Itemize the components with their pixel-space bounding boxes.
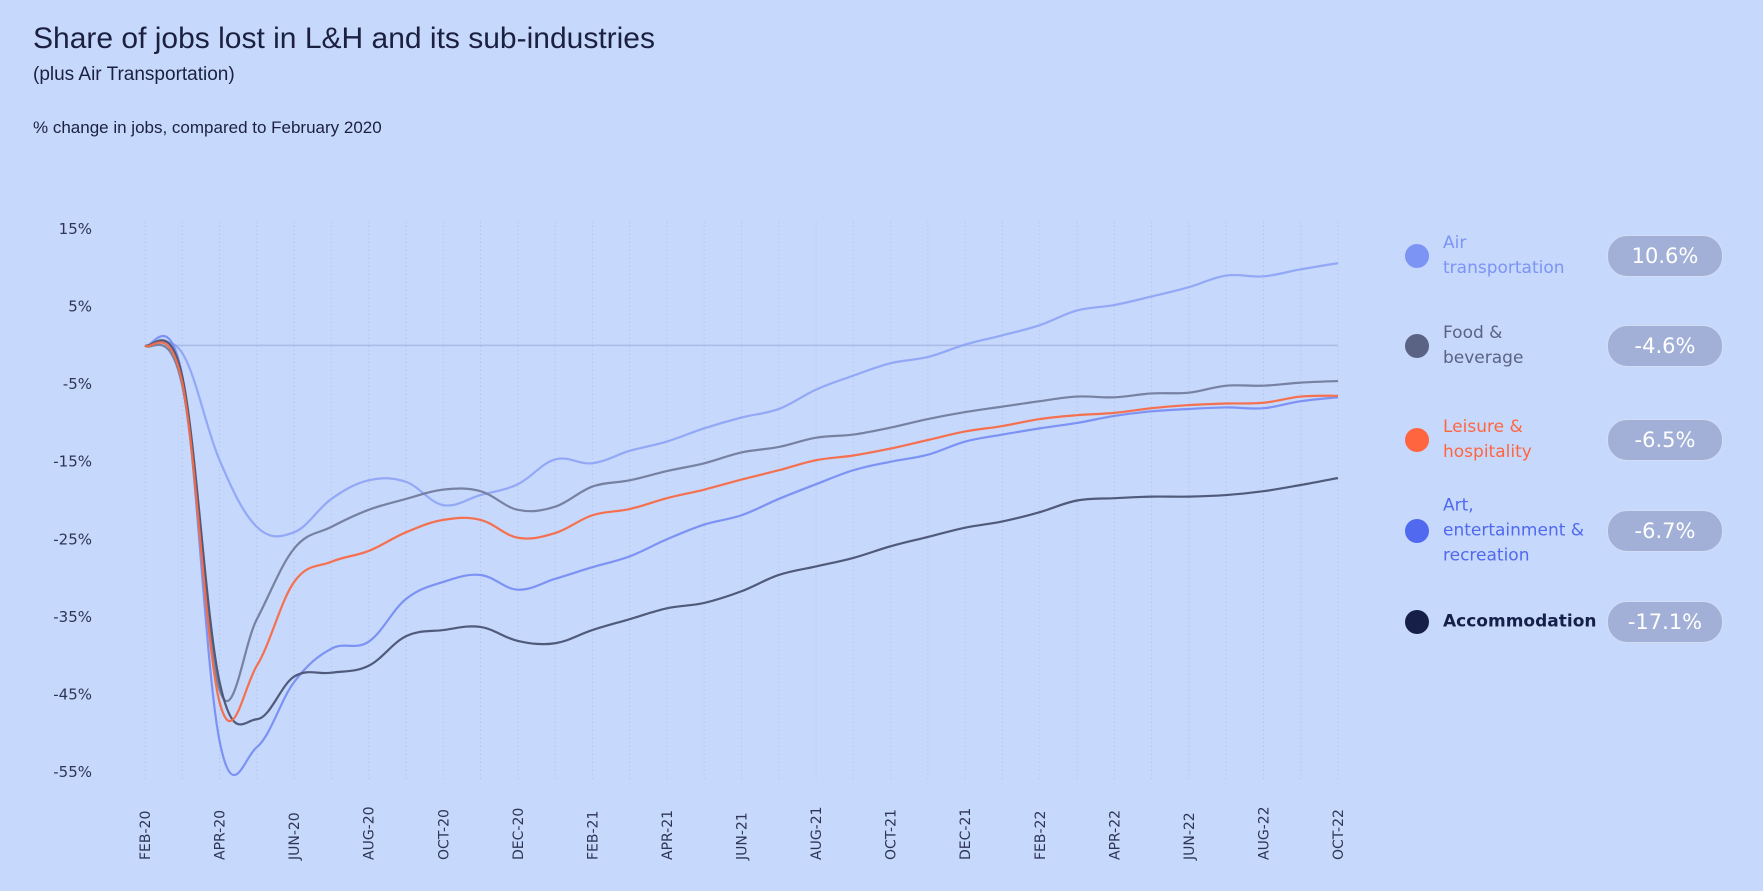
- x-tick-label: JUN-21: [735, 812, 751, 861]
- x-tick-label: AUG-21: [809, 806, 825, 860]
- chart-title: Share of jobs lost in L&H and its sub-in…: [33, 22, 655, 55]
- series-line-art: [144, 335, 1339, 777]
- legend-item: Accommodation -17.1%: [1400, 592, 1740, 652]
- x-tick-label: AUG-22: [1256, 806, 1272, 860]
- y-tick-label: 15%: [59, 220, 92, 238]
- y-tick-label: -25%: [53, 530, 92, 548]
- x-tick-label: OCT-20: [436, 809, 452, 860]
- legend-label: Art, entertainment & recreation: [1443, 495, 1585, 566]
- legend-dot-icon: [1405, 519, 1429, 543]
- y-tick-label: -15%: [53, 453, 92, 471]
- y-tick-label: 5%: [68, 298, 92, 316]
- chart-subtitle: (plus Air Transportation): [33, 64, 235, 85]
- x-tick-label: FEB-20: [138, 811, 154, 860]
- y-tick-label: -55%: [53, 763, 92, 781]
- legend-value-badge: -17.1%: [1607, 601, 1723, 643]
- legend-item: Leisure & hospitality -6.5%: [1400, 410, 1740, 470]
- y-tick-label: -45%: [53, 685, 92, 703]
- x-tick-label: APR-21: [660, 810, 676, 860]
- series-line-air: [144, 262, 1339, 538]
- legend-value-badge: -6.7%: [1607, 510, 1723, 552]
- y-tick-label: -5%: [63, 375, 92, 393]
- legend-label: Leisure & hospitality: [1443, 417, 1532, 462]
- x-tick-label: DEC-21: [958, 808, 974, 860]
- x-tick-label: AUG-20: [362, 806, 378, 860]
- legend-dot-icon: [1405, 334, 1429, 358]
- legend-value-badge: -4.6%: [1607, 325, 1723, 367]
- legend-item: Art, entertainment & recreation -6.7%: [1400, 496, 1740, 566]
- legend-dot-icon: [1405, 244, 1429, 268]
- legend-value-badge: 10.6%: [1607, 235, 1723, 277]
- legend-dot-icon: [1405, 428, 1429, 452]
- x-tick-label: OCT-21: [884, 809, 900, 860]
- legend-label: Food & beverage: [1443, 323, 1524, 368]
- legend-item: Food & beverage -4.6%: [1400, 316, 1740, 376]
- x-tick-label: APR-20: [213, 810, 229, 860]
- legend-value-badge: -6.5%: [1607, 419, 1723, 461]
- x-tick-label: APR-22: [1107, 810, 1123, 860]
- chart-y-description: % change in jobs, compared to February 2…: [33, 118, 382, 137]
- x-tick-label: FEB-22: [1033, 811, 1049, 860]
- x-tick-label: FEB-21: [585, 811, 601, 860]
- series-line-food: [144, 343, 1339, 702]
- x-tick-label: OCT-22: [1331, 809, 1347, 860]
- legend-label: Air transportation: [1443, 233, 1565, 278]
- legend-dot-icon: [1405, 610, 1429, 634]
- legend-label: Accommodation: [1443, 611, 1597, 632]
- x-tick-label: JUN-20: [287, 812, 303, 861]
- series-line-leisure: [144, 341, 1339, 722]
- x-tick-label: DEC-20: [511, 808, 527, 860]
- x-tick-label: JUN-22: [1182, 812, 1198, 861]
- series-line-accommodation: [144, 339, 1339, 726]
- y-tick-label: -35%: [53, 608, 92, 626]
- legend-item: Air transportation 10.6%: [1400, 226, 1740, 286]
